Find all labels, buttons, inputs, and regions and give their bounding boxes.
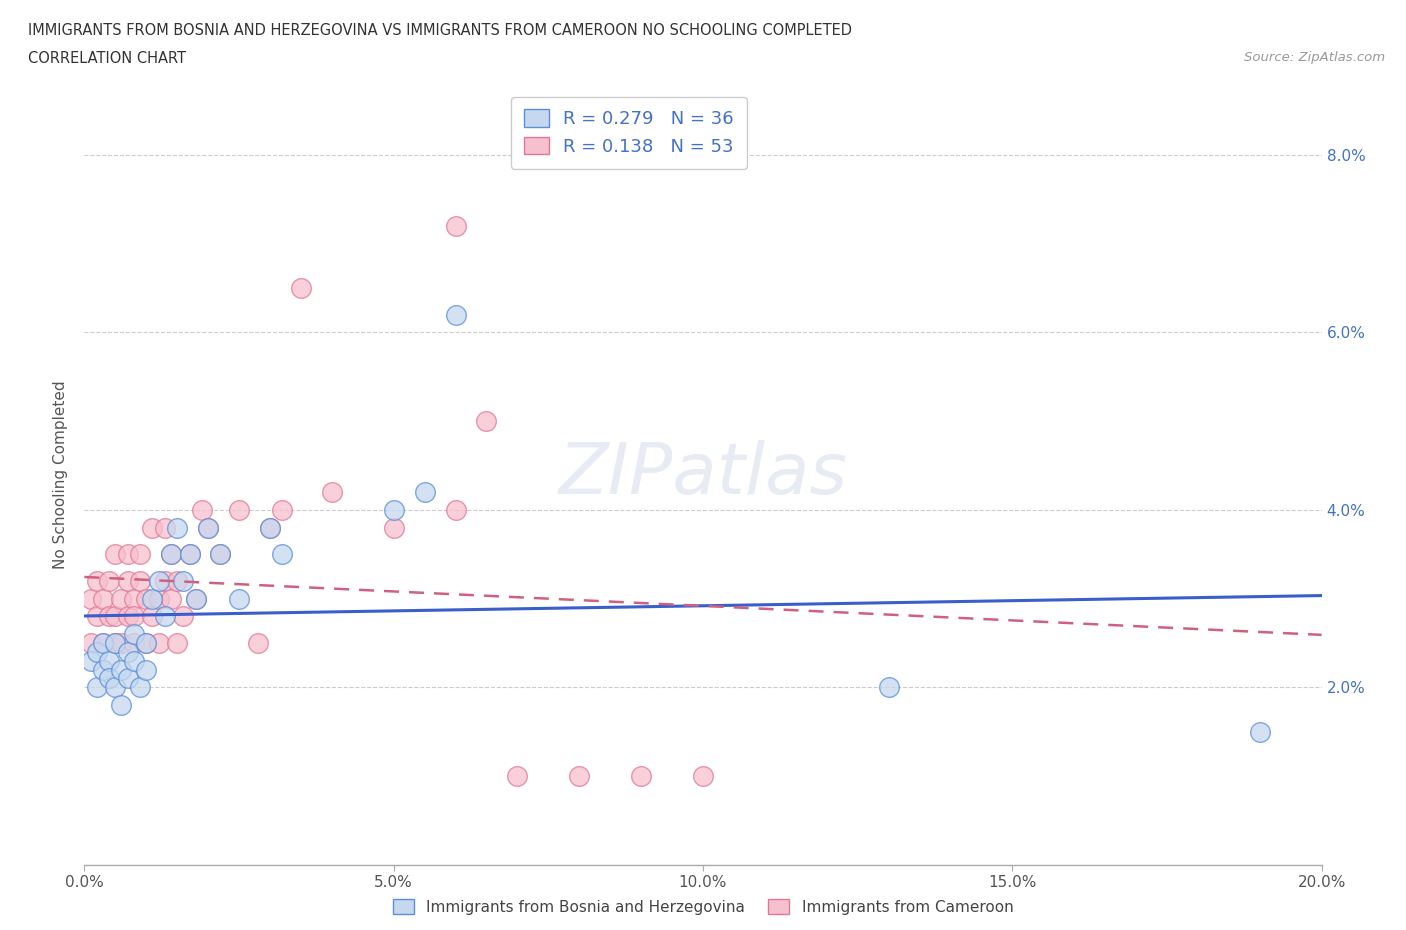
Point [160, 547, 183, 562]
Point [135, 635, 157, 650]
Point [117, 671, 139, 686]
Point [135, 591, 157, 606]
Point [209, 547, 232, 562]
Point [117, 644, 139, 659]
Point [184, 591, 207, 606]
Point [91, 635, 114, 650]
Point [259, 520, 281, 535]
Point [506, 769, 529, 784]
Point [630, 769, 652, 784]
Point [413, 485, 436, 499]
Point [79, 653, 101, 668]
Point [259, 520, 281, 535]
Point [444, 502, 467, 517]
Point [1249, 724, 1271, 739]
Point [228, 591, 250, 606]
Point [122, 591, 145, 606]
Point [122, 627, 145, 642]
Point [110, 635, 132, 650]
Point [129, 680, 152, 695]
Point [166, 520, 188, 535]
Point [209, 547, 232, 562]
Point [148, 574, 170, 589]
Point [86, 609, 108, 624]
Point [104, 547, 127, 562]
Point [160, 591, 183, 606]
Text: IMMIGRANTS FROM BOSNIA AND HERZEGOVINA VS IMMIGRANTS FROM CAMEROON NO SCHOOLING : IMMIGRANTS FROM BOSNIA AND HERZEGOVINA V… [28, 23, 852, 38]
Point [104, 635, 127, 650]
Point [271, 502, 294, 517]
Point [135, 635, 157, 650]
Point [290, 281, 312, 296]
Point [475, 414, 498, 429]
Point [110, 662, 132, 677]
Point [117, 547, 139, 562]
Point [172, 574, 194, 589]
Point [135, 662, 157, 677]
Point [91, 591, 114, 606]
Point [110, 591, 132, 606]
Point [110, 698, 132, 712]
Point [122, 609, 145, 624]
Point [86, 574, 108, 589]
Point [172, 609, 194, 624]
Point [197, 520, 219, 535]
Point [117, 574, 139, 589]
Point [382, 502, 405, 517]
Legend: R = 0.279   N = 36, R = 0.138   N = 53: R = 0.279 N = 36, R = 0.138 N = 53 [510, 97, 747, 168]
Y-axis label: No Schooling Completed: No Schooling Completed [53, 380, 69, 568]
Point [692, 769, 714, 784]
Point [184, 591, 207, 606]
Point [877, 680, 900, 695]
Point [129, 574, 152, 589]
Point [321, 485, 343, 499]
Point [122, 653, 145, 668]
Point [91, 635, 114, 650]
Point [153, 520, 176, 535]
Point [148, 635, 170, 650]
Point [79, 635, 101, 650]
Point [179, 547, 201, 562]
Point [197, 520, 219, 535]
Point [79, 591, 101, 606]
Point [271, 547, 294, 562]
Point [98, 609, 121, 624]
Point [228, 502, 250, 517]
Point [382, 520, 405, 535]
Point [191, 502, 214, 517]
Point [91, 662, 114, 677]
Point [444, 307, 467, 322]
Text: CORRELATION CHART: CORRELATION CHART [28, 51, 186, 66]
Point [148, 591, 170, 606]
Legend: Immigrants from Bosnia and Herzegovina, Immigrants from Cameroon: Immigrants from Bosnia and Herzegovina, … [385, 892, 1021, 923]
Point [104, 609, 127, 624]
Point [141, 520, 163, 535]
Point [444, 219, 467, 233]
Text: Source: ZipAtlas.com: Source: ZipAtlas.com [1244, 51, 1385, 64]
Point [141, 609, 163, 624]
Point [117, 609, 139, 624]
Point [86, 680, 108, 695]
Point [104, 635, 127, 650]
Point [246, 635, 269, 650]
Point [86, 644, 108, 659]
Text: ZIPatlas: ZIPatlas [558, 440, 848, 509]
Point [160, 547, 183, 562]
Point [122, 635, 145, 650]
Point [166, 635, 188, 650]
Point [98, 671, 121, 686]
Point [568, 769, 591, 784]
Point [141, 591, 163, 606]
Point [153, 609, 176, 624]
Point [129, 547, 152, 562]
Point [166, 574, 188, 589]
Point [153, 574, 176, 589]
Point [98, 574, 121, 589]
Point [179, 547, 201, 562]
Point [104, 680, 127, 695]
Point [98, 653, 121, 668]
